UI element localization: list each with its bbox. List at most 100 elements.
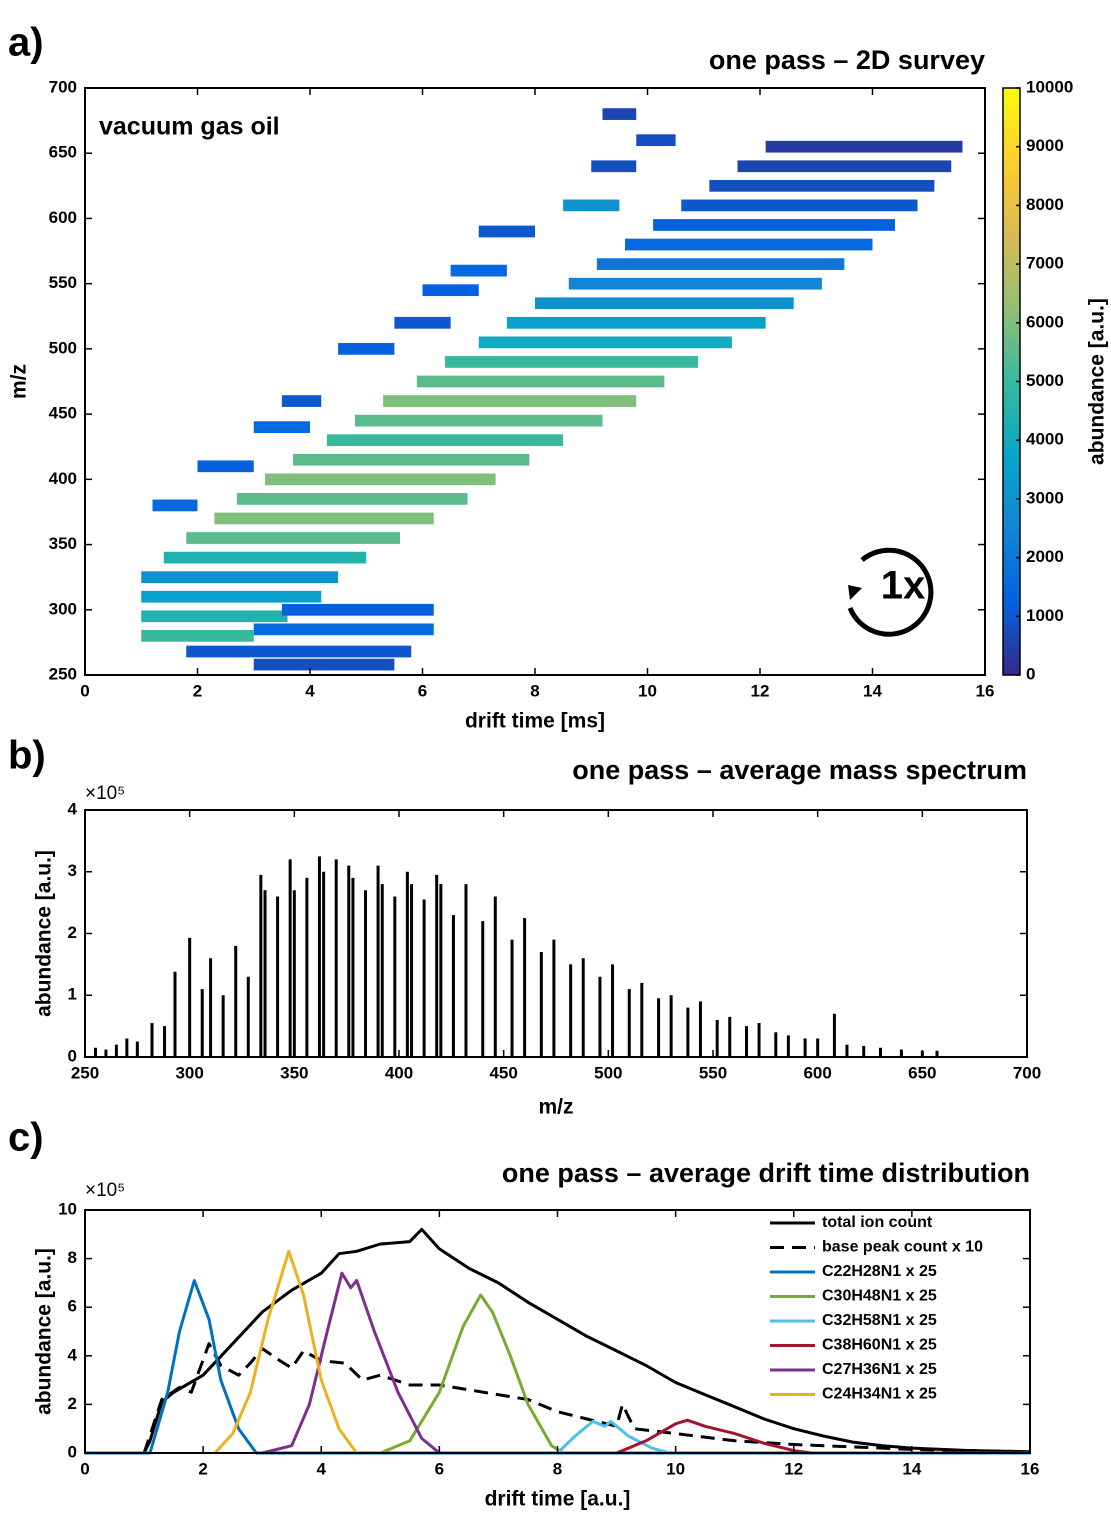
streak	[197, 460, 254, 473]
x-axis-label: drift time [ms]	[465, 710, 605, 733]
legend-label: C32H58N1 x 25	[822, 1312, 937, 1329]
y-tick-label: 1	[68, 985, 77, 1004]
legend-label: C38H60N1 x 25	[822, 1337, 937, 1354]
y-axis-label: m/z	[8, 364, 31, 399]
colorbar-tick-label: 5000	[1026, 371, 1064, 390]
streak	[253, 658, 395, 671]
x-tick-label: 0	[80, 681, 89, 700]
colorbar-tick-label: 6000	[1026, 312, 1064, 331]
x-tick-label: 6	[418, 681, 427, 700]
x-tick-label: 10	[666, 1459, 685, 1478]
x-axis-label: drift time [a.u.]	[485, 1488, 631, 1511]
colorbar-tick-label: 4000	[1026, 430, 1064, 449]
colorbar-tick-label: 10000	[1026, 77, 1073, 96]
series-line	[616, 1418, 812, 1455]
streak	[506, 316, 766, 329]
annotation: vacuum gas oil	[99, 113, 280, 141]
streak	[141, 629, 254, 642]
streak	[141, 610, 288, 623]
colorbar-tick-label: 9000	[1026, 136, 1064, 155]
legend-label: C27H36N1 x 25	[822, 1361, 937, 1378]
streak	[253, 623, 434, 636]
series-line	[213, 1249, 358, 1455]
y-tick-label: 350	[49, 534, 77, 553]
x-tick-label: 250	[71, 1063, 99, 1082]
colorbar-tick-label: 7000	[1026, 254, 1064, 273]
x-tick-label: 8	[530, 681, 539, 700]
plot-area	[141, 108, 963, 671]
streak	[326, 434, 564, 447]
streak	[281, 395, 322, 407]
x-tick-label: 2	[198, 1459, 207, 1478]
streak	[602, 108, 637, 120]
streak	[152, 499, 198, 512]
streak	[445, 356, 699, 368]
streak	[653, 219, 895, 231]
y-scale-label: ×10⁵	[85, 783, 125, 804]
chart-title: one pass – 2D survey	[709, 45, 985, 75]
colorbar-tick-label: 0	[1026, 664, 1035, 683]
panel-label: b)	[8, 734, 46, 778]
colorbar-tick-label: 1000	[1026, 606, 1064, 625]
chart-title: one pass – average drift time distributi…	[502, 1158, 1030, 1188]
x-tick-label: 16	[1021, 1459, 1040, 1478]
x-tick-label: 450	[489, 1063, 517, 1082]
colorbar-label: abundance [a.u.]	[1086, 298, 1109, 465]
x-tick-label: 2	[193, 681, 202, 700]
x-tick-label: 14	[863, 681, 882, 700]
x-tick-label: 8	[553, 1459, 562, 1478]
streak	[625, 238, 873, 251]
streak	[765, 140, 963, 153]
streak	[253, 421, 310, 434]
streak	[338, 343, 395, 355]
badge-label: 1x	[881, 564, 926, 608]
y-scale-label: ×10⁵	[85, 1180, 125, 1201]
streak	[281, 603, 434, 616]
y-tick-label: 8	[68, 1248, 77, 1267]
x-tick-label: 650	[908, 1063, 936, 1082]
colorbar-tick-label: 2000	[1026, 547, 1064, 566]
y-tick-label: 400	[49, 469, 77, 488]
y-tick-label: 700	[49, 77, 77, 96]
colorbar-tick-label: 3000	[1026, 488, 1064, 507]
streak	[383, 395, 637, 407]
streak	[563, 199, 620, 212]
legend-label: C30H48N1 x 25	[822, 1288, 937, 1305]
streak	[236, 493, 468, 505]
streak	[416, 375, 665, 388]
y-tick-label: 250	[49, 664, 77, 683]
y-tick-label: 550	[49, 273, 77, 292]
streak	[141, 590, 322, 603]
y-tick-label: 2	[68, 1394, 77, 1413]
y-tick-label: 0	[68, 1046, 77, 1065]
streak	[535, 297, 794, 310]
legend-label: base peak count x 10	[822, 1239, 983, 1256]
y-tick-label: 450	[49, 404, 77, 423]
x-tick-label: 600	[803, 1063, 831, 1082]
y-axis-label: abundance [a.u.]	[33, 850, 56, 1017]
x-tick-label: 14	[902, 1459, 921, 1478]
streak	[636, 134, 676, 147]
x-tick-label: 350	[280, 1063, 308, 1082]
y-tick-label: 4	[68, 1345, 78, 1364]
streak	[568, 277, 822, 290]
streak	[737, 160, 952, 173]
streak	[163, 551, 367, 564]
plot-area	[85, 1227, 1031, 1455]
axes-frame	[84, 809, 1028, 1058]
series-line	[261, 1271, 441, 1455]
streak	[422, 284, 479, 297]
x-tick-label: 6	[435, 1459, 444, 1478]
x-tick-label: 300	[175, 1063, 203, 1082]
streak	[355, 414, 603, 427]
streak	[394, 316, 451, 329]
streak	[186, 645, 412, 658]
y-tick-label: 0	[68, 1442, 77, 1461]
y-tick-label: 650	[49, 143, 77, 162]
colorbar-tick-label: 8000	[1026, 195, 1064, 214]
streak	[591, 160, 637, 173]
y-tick-label: 10	[58, 1199, 77, 1218]
y-tick-label: 300	[49, 599, 77, 618]
legend-label: total ion count	[822, 1214, 933, 1231]
